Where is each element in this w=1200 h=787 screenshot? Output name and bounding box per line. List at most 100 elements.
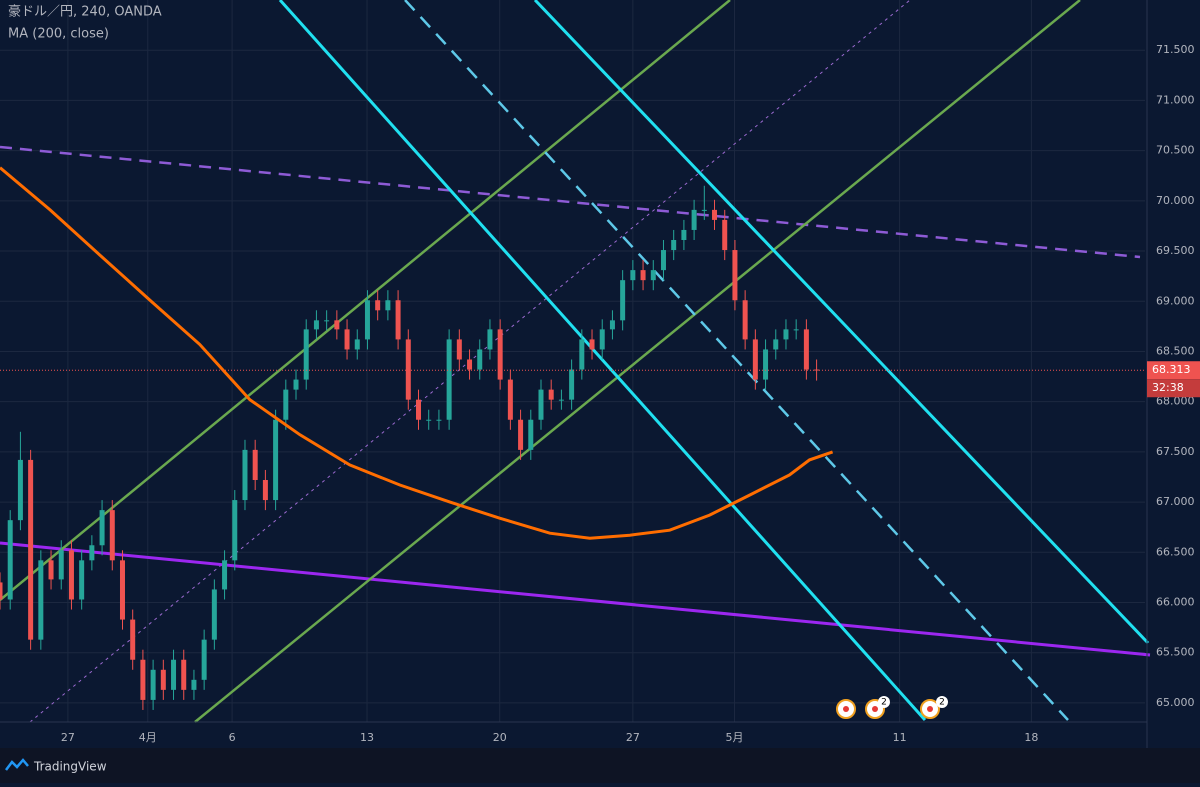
candle-body xyxy=(538,389,544,420)
candle-body xyxy=(579,339,585,370)
candle-body xyxy=(477,349,483,370)
badge xyxy=(878,696,890,708)
candle-body xyxy=(752,339,758,380)
candle-body xyxy=(467,359,473,370)
candle-body xyxy=(171,659,177,690)
candle-body xyxy=(375,300,381,311)
candle-body xyxy=(558,399,564,401)
ma-line xyxy=(0,166,834,540)
y-tick-label: 66.000 xyxy=(1156,596,1195,609)
price-label: 68.313 xyxy=(1152,363,1191,376)
x-tick-label: 11 xyxy=(893,731,907,744)
brand-logo xyxy=(5,758,29,771)
countdown-box xyxy=(1147,379,1200,398)
candle-body xyxy=(395,300,401,340)
candle-body xyxy=(252,449,258,480)
y-tick-label: 70.500 xyxy=(1156,144,1195,157)
candle-body xyxy=(385,300,391,311)
candle-body xyxy=(7,520,13,600)
candle-body xyxy=(497,329,503,380)
x-tick-label: 4月 xyxy=(139,731,157,744)
candle-body xyxy=(273,419,279,501)
grid xyxy=(0,0,1145,722)
candle-body xyxy=(528,419,534,450)
chart-title: 豪ドル／円, 240, OANDA xyxy=(8,4,162,20)
candle-body xyxy=(507,379,513,420)
candle-body xyxy=(293,379,299,390)
candle-body xyxy=(89,545,95,561)
y-tick-label: 67.000 xyxy=(1156,495,1195,508)
candle-body xyxy=(28,459,34,640)
candle-body xyxy=(38,560,44,640)
badge-count: 2 xyxy=(939,698,945,708)
candle-body xyxy=(160,669,166,690)
candle-body xyxy=(119,560,125,620)
candle-body xyxy=(589,339,595,350)
x-tick-label: 18 xyxy=(1024,731,1038,744)
candle-body xyxy=(0,582,3,600)
y-tick-label: 66.500 xyxy=(1156,545,1195,558)
candle-body xyxy=(283,389,289,420)
candle-body xyxy=(416,399,422,420)
candle-body xyxy=(99,510,105,546)
candle-body xyxy=(303,329,309,380)
channel-line xyxy=(194,0,1081,723)
y-tick-label: 68.500 xyxy=(1156,344,1195,357)
candle-body xyxy=(150,669,156,700)
candle-body xyxy=(109,510,115,561)
event-marker-dot xyxy=(843,706,849,712)
x-tick-label: 20 xyxy=(493,731,507,744)
candle-body xyxy=(344,329,350,350)
channel-line xyxy=(404,0,1069,721)
y-tick-label: 67.500 xyxy=(1156,445,1195,458)
candle-body xyxy=(620,280,626,321)
candle-body xyxy=(793,329,799,331)
candle-body xyxy=(609,320,615,330)
countdown: 32:38 xyxy=(1152,381,1184,394)
candle-body xyxy=(140,659,146,700)
y-tick-label: 71.000 xyxy=(1156,93,1195,106)
y-tick-label: 69.000 xyxy=(1156,294,1195,307)
badge-count: 2 xyxy=(881,698,887,708)
legend-entry: MA (200, close) xyxy=(8,27,109,42)
candle-body xyxy=(742,300,748,340)
candle-body xyxy=(191,679,197,690)
x-tick-label: 13 xyxy=(360,731,374,744)
candle-body xyxy=(487,329,493,350)
candle-body xyxy=(48,560,54,580)
candle-body xyxy=(691,209,697,230)
candle-body xyxy=(722,219,728,251)
event-marker-dot xyxy=(872,706,878,712)
candle-body xyxy=(405,339,411,400)
y-tick-label: 71.500 xyxy=(1156,43,1195,56)
candle-body xyxy=(201,639,207,680)
candle-body xyxy=(242,449,248,501)
channel-line xyxy=(0,0,731,601)
candle-body xyxy=(130,619,136,660)
y-tick-label: 69.500 xyxy=(1156,244,1195,257)
y-tick-label: 70.000 xyxy=(1156,194,1195,207)
candle-body xyxy=(599,329,605,350)
brand[interactable]: TradingView xyxy=(33,760,107,774)
candle-body xyxy=(712,209,718,220)
x-tick-label: 27 xyxy=(626,731,640,744)
candle-body xyxy=(783,329,789,340)
candle-body xyxy=(650,270,656,281)
candle-body xyxy=(548,389,554,400)
candle-body xyxy=(222,560,228,590)
candle-body xyxy=(701,209,707,211)
candle-body xyxy=(732,250,738,301)
x-tick-label: 27 xyxy=(61,731,75,744)
y-tick-label: 68.000 xyxy=(1156,395,1195,408)
candle-body xyxy=(630,270,636,281)
candle-body xyxy=(334,320,340,330)
candle-body xyxy=(456,339,462,360)
badge xyxy=(936,696,948,708)
candle-body xyxy=(68,550,74,600)
candle-body xyxy=(436,419,442,421)
candle-body xyxy=(211,589,217,640)
candle-body xyxy=(232,500,238,561)
candle-body xyxy=(58,550,64,580)
candle-body xyxy=(671,239,677,251)
candle-body xyxy=(569,369,575,400)
